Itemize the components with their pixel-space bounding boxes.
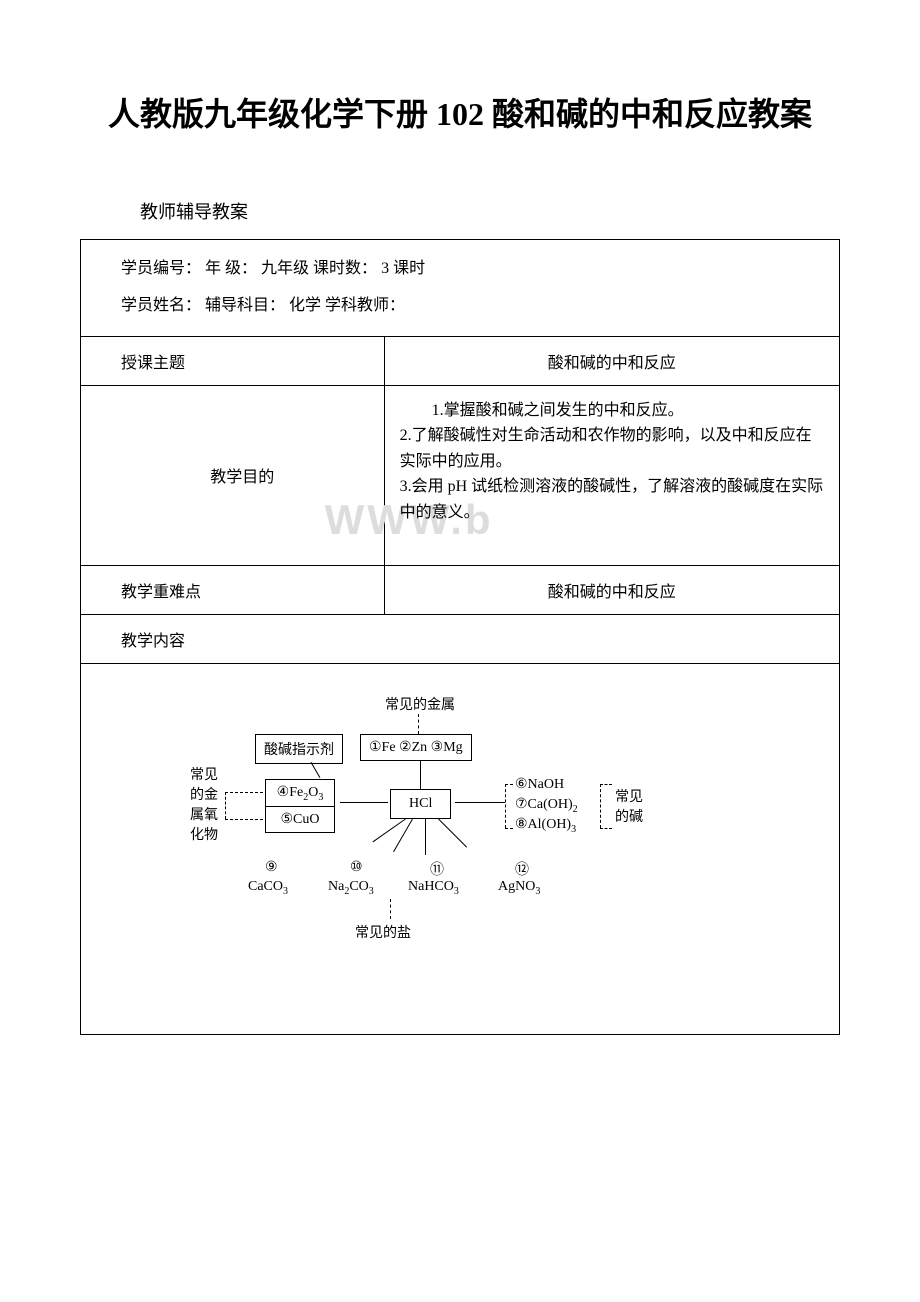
diagram-line xyxy=(425,819,426,855)
indicator-box: 酸碱指示剂 xyxy=(255,734,343,764)
diagram-line xyxy=(505,828,513,829)
left-group-label: 常见 的金 属氧 化物 xyxy=(190,764,218,844)
diagram-line xyxy=(225,792,226,819)
diagram-line xyxy=(505,784,506,828)
salt2-text: Na2CO3 xyxy=(328,879,374,897)
base1-text: ⑥NaOH xyxy=(515,776,564,793)
document-subtitle: 教师辅导教案 xyxy=(140,198,840,224)
salt3-text: NaHCO3 xyxy=(408,879,459,897)
salt1-num: ⑨ xyxy=(265,859,278,876)
topic-value-cell: 酸和碱的中和反应 xyxy=(384,336,839,385)
teacher-label: 学科教师： xyxy=(325,297,405,314)
diagram-line xyxy=(420,761,421,789)
hours-value: 3 课时 xyxy=(381,260,425,277)
metals-box: ①Fe ②Zn ③Mg xyxy=(360,734,472,761)
difficulty-value-cell: 酸和碱的中和反应 xyxy=(384,565,839,614)
document-title: 人教版九年级化学下册 102 酸和碱的中和反应教案 xyxy=(80,90,840,138)
salt2-num: ⑩ xyxy=(350,859,363,876)
salt4-num: ⑫ xyxy=(515,859,529,879)
salt1-text: CaCO3 xyxy=(248,879,288,897)
student-id-label: 学员编号： xyxy=(121,260,201,277)
student-info-cell: 学员编号： 年 级： 九年级 课时数： 3 课时 学员姓名： 辅导科目： 化学 … xyxy=(81,240,840,337)
diagram-line xyxy=(340,802,388,803)
hours-label: 课时数： xyxy=(313,260,377,277)
subject-value: 化学 xyxy=(289,297,321,314)
oxide1-box: ④Fe2O3 xyxy=(265,779,335,808)
grade-label: 年 级： xyxy=(205,260,257,277)
topic-label-cell: 授课主题 xyxy=(81,336,385,385)
diagram-line xyxy=(438,818,467,847)
base3-text: ⑧Al(OH)3 xyxy=(515,816,576,835)
content-label-cell: 教学内容 xyxy=(81,614,840,663)
diagram-line xyxy=(225,819,263,820)
diagram-line xyxy=(600,784,601,828)
concept-diagram: 常见的金属 酸碱指示剂 ①Fe ②Zn ③Mg 常见 的金 属氧 化物 ④Fe2… xyxy=(160,694,760,1004)
diagram-line xyxy=(225,792,263,793)
base2-text: ⑦Ca(OH)2 xyxy=(515,796,578,815)
right-group-label: 常见 的碱 xyxy=(615,786,643,826)
diagram-line xyxy=(455,802,505,803)
content-diagram-cell: 常见的金属 酸碱指示剂 ①Fe ②Zn ③Mg 常见 的金 属氧 化物 ④Fe2… xyxy=(81,663,840,1034)
center-hcl-box: HCl xyxy=(390,789,451,819)
goals-text: 1.掌握酸和碱之间发生的中和反应。2.了解酸碱性对生命活动和农作物的影响，以及中… xyxy=(400,398,824,526)
difficulty-label-cell: 教学重难点 xyxy=(81,565,385,614)
student-name-label: 学员姓名： xyxy=(121,297,201,314)
salt4-text: AgNO3 xyxy=(498,879,540,897)
diagram-line xyxy=(311,762,321,778)
diagram-line xyxy=(505,784,513,785)
diagram-bottom-label: 常见的盐 xyxy=(355,922,411,942)
diagram-line xyxy=(600,828,612,829)
lesson-plan-table: 学员编号： 年 级： 九年级 课时数： 3 课时 学员姓名： 辅导科目： 化学 … xyxy=(80,239,840,1035)
salt3-num: ⑪ xyxy=(430,859,444,879)
goals-label-cell: 教学目的 xyxy=(81,385,385,565)
diagram-line xyxy=(600,784,612,785)
diagram-line xyxy=(390,899,391,919)
grade-value: 九年级 xyxy=(261,260,309,277)
subject-label: 辅导科目： xyxy=(205,297,285,314)
diagram-line xyxy=(418,714,419,734)
oxide2-box: ⑤CuO xyxy=(265,806,335,833)
diagram-top-label: 常见的金属 xyxy=(360,694,480,714)
goals-value-cell: WWW.b 1.掌握酸和碱之间发生的中和反应。2.了解酸碱性对生命活动和农作物的… xyxy=(384,385,839,565)
